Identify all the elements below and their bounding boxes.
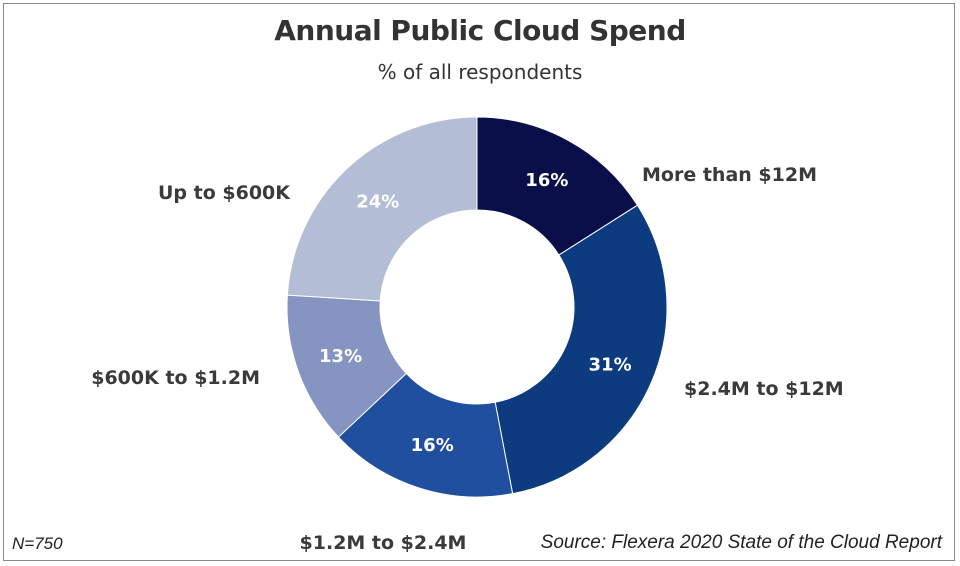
chart-subtitle: % of all respondents: [377, 60, 583, 84]
sample-size-note: N=750: [12, 534, 63, 553]
slice-value-label-0: 16%: [525, 170, 568, 191]
donut-slice-2: [337, 372, 514, 498]
donut-slice-1: [494, 204, 668, 495]
slice-category-label-3: $600K to $1.2M: [91, 367, 260, 389]
donut-slice-4: [286, 116, 478, 302]
slice-category-label-2: $1.2M to $2.4M: [300, 532, 467, 554]
slice-category-label-0: More than $12M: [642, 164, 817, 186]
slice-value-label-2: 16%: [411, 435, 454, 456]
slice-value-label-1: 31%: [589, 355, 632, 376]
chart-frame: [3, 3, 955, 561]
source-note: Source: Flexera 2020 State of the Cloud …: [540, 532, 942, 553]
slice-category-label-4: Up to $600K: [158, 182, 291, 204]
chart-title: Annual Public Cloud Spend: [274, 14, 686, 47]
slice-category-label-1: $2.4M to $12M: [684, 378, 844, 400]
donut-slice-0: [476, 116, 639, 256]
slice-value-label-4: 24%: [356, 191, 399, 212]
slice-value-label-3: 13%: [319, 346, 362, 367]
